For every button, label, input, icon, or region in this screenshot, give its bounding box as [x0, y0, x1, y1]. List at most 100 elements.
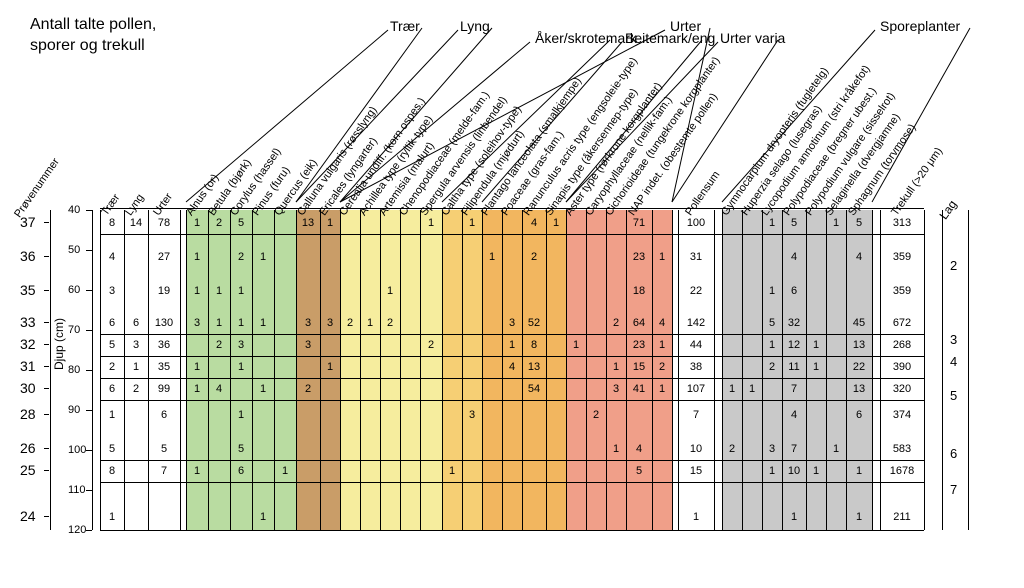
table-cell: [442, 244, 462, 270]
table-cell: [546, 504, 566, 530]
table-cell: [652, 210, 672, 236]
table-cell: [274, 504, 296, 530]
table-cell: [566, 210, 586, 236]
table-cell: [380, 210, 400, 236]
table-cell: [722, 278, 742, 304]
table-cell: 3: [462, 402, 482, 428]
table-cell: [502, 504, 522, 530]
row-divider: [100, 234, 924, 235]
table-cell: [400, 402, 420, 428]
table-cell: [296, 458, 320, 484]
table-cell: 1: [186, 210, 208, 236]
table-cell: 2: [230, 244, 252, 270]
table-cell: [380, 504, 400, 530]
table-cell: 4: [846, 244, 872, 270]
table-cell: [442, 278, 462, 304]
table-cell: 1: [826, 210, 846, 236]
table-cell: 8: [100, 458, 124, 484]
table-cell: 1: [380, 278, 400, 304]
depth-axis-line: [92, 210, 93, 530]
table-cell: [586, 210, 606, 236]
table-cell: [546, 376, 566, 402]
table-cell: [380, 376, 400, 402]
table-cell: 2: [522, 244, 546, 270]
table-cell: [826, 504, 846, 530]
table-cell: [502, 458, 522, 484]
table-cell: [360, 458, 380, 484]
table-cell: [566, 402, 586, 428]
grid-border: [100, 530, 924, 531]
sample-axis-line: [50, 210, 51, 530]
table-cell: [482, 376, 502, 402]
table-cell: [806, 244, 826, 270]
table-cell: [296, 278, 320, 304]
table-cell: [420, 402, 442, 428]
table-cell: [400, 376, 420, 402]
table-cell: [846, 278, 872, 304]
table-cell: [806, 376, 826, 402]
table-cell: [442, 402, 462, 428]
table-cell: [320, 458, 340, 484]
table-cell: 15: [678, 458, 714, 484]
table-cell: [124, 504, 148, 530]
table-cell: [340, 210, 360, 236]
table-cell: [186, 402, 208, 428]
table-cell: 359: [880, 278, 924, 304]
table-cell: [722, 210, 742, 236]
depth-tick-mark: [86, 530, 92, 531]
table-cell: 1: [208, 278, 230, 304]
table-cell: [274, 278, 296, 304]
table-row: 427121122313144359: [10, 244, 1014, 270]
table-cell: 1: [186, 376, 208, 402]
table-row: 871611515110111678: [10, 458, 1014, 484]
group-traer: Trær: [390, 18, 420, 34]
table-cell: 5: [846, 210, 872, 236]
table-cell: 1: [722, 376, 742, 402]
table-cell: [462, 376, 482, 402]
table-cell: 6: [100, 376, 124, 402]
table-cell: 107: [678, 376, 714, 402]
table-cell: 13: [846, 376, 872, 402]
table-cell: [208, 244, 230, 270]
table-cell: [380, 244, 400, 270]
table-cell: [462, 244, 482, 270]
table-cell: [400, 504, 420, 530]
table-cell: [546, 278, 566, 304]
table-cell: [626, 504, 652, 530]
table-cell: 19: [148, 278, 180, 304]
table-cell: 1: [846, 504, 872, 530]
table-cell: 23: [626, 244, 652, 270]
row-divider: [100, 460, 924, 461]
table-cell: [252, 278, 274, 304]
table-cell: [340, 376, 360, 402]
table-cell: [208, 402, 230, 428]
table-cell: 5: [782, 210, 806, 236]
table-cell: [482, 504, 502, 530]
table-cell: [546, 458, 566, 484]
table-cell: 359: [880, 244, 924, 270]
table-cell: [606, 278, 626, 304]
table-cell: 13: [296, 210, 320, 236]
table-cell: [274, 244, 296, 270]
chart-title: Antall talte pollen, sporer og trekull: [30, 15, 156, 57]
table-cell: 3: [606, 376, 626, 402]
table-cell: 320: [880, 376, 924, 402]
table-cell: [124, 244, 148, 270]
table-cell: [296, 402, 320, 428]
table-row: 3191111182216359: [10, 278, 1014, 304]
table-cell: 1: [782, 504, 806, 530]
table-cell: [340, 278, 360, 304]
table-cell: [186, 504, 208, 530]
table-cell: [442, 210, 462, 236]
table-cell: [586, 458, 606, 484]
table-row: 16132746374: [10, 402, 1014, 428]
table-cell: 1: [462, 210, 482, 236]
row-divider: [100, 400, 924, 401]
table-cell: 4: [522, 210, 546, 236]
table-cell: [380, 402, 400, 428]
table-cell: [606, 458, 626, 484]
title-line-1: Antall talte pollen,: [30, 16, 156, 33]
table-cell: 4: [782, 244, 806, 270]
table-cell: [652, 504, 672, 530]
table-cell: [320, 376, 340, 402]
